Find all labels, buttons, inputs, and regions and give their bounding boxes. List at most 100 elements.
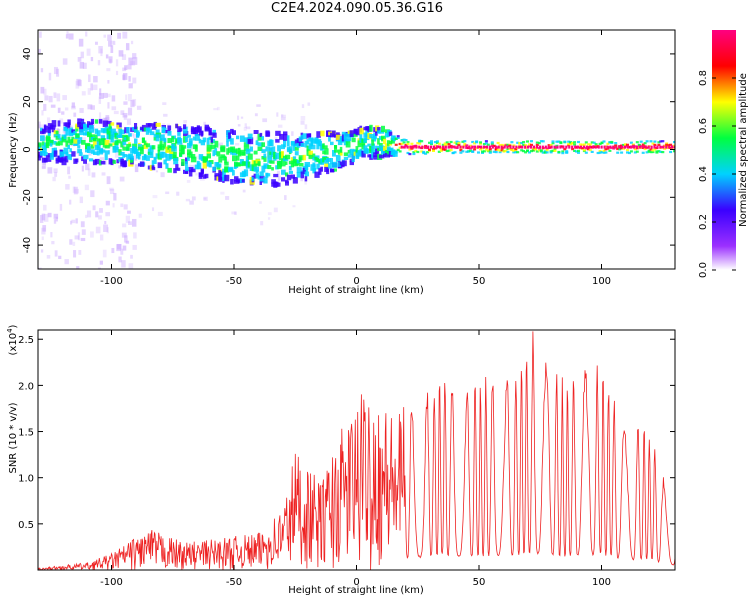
spectrogram-cell: [506, 145, 509, 149]
spectrogram-cell: [541, 151, 545, 154]
spectrogram-cell: [369, 134, 374, 139]
spectrogram-cell: [130, 40, 134, 45]
y-tick-label: 1.5: [18, 428, 34, 439]
x-tick-label: 0: [353, 577, 359, 588]
spectrogram-cell: [255, 169, 259, 174]
spectrogram-cell: [332, 161, 338, 168]
spectrogram-cell: [561, 150, 565, 153]
spectrogram-cell: [285, 181, 289, 186]
spectrogram-cell: [153, 157, 157, 164]
spectrogram-cell: [512, 144, 516, 147]
spectrogram-cell: [259, 132, 263, 137]
spectrogram-cell: [56, 68, 60, 77]
spectrogram-cell: [87, 104, 93, 110]
spectrogram-cell: [185, 136, 189, 143]
spectrogram-cell: [253, 130, 259, 134]
spectrogram-cell: [618, 145, 621, 149]
spectrogram-cell: [92, 84, 98, 91]
spectrogram-cell: [212, 166, 216, 172]
spectrogram-cell: [121, 232, 127, 238]
y-tick-label: 20: [22, 95, 33, 108]
spectrogram-cell: [320, 130, 325, 137]
spectrogram-cell: [216, 162, 220, 166]
spectrogram-cell: [64, 107, 69, 111]
spectrogram-cell: [432, 148, 435, 151]
spectrogram-cell: [42, 225, 47, 232]
spectrogram-cell: [44, 95, 49, 101]
spectrogram-cell: [473, 142, 477, 145]
spectrogram-cell: [113, 110, 119, 115]
spectrogram-cell: [74, 235, 80, 240]
spectrogram-cell: [665, 142, 669, 145]
spectrogram-cell: [254, 113, 258, 117]
spectrogram-cell: [124, 137, 128, 141]
spectrogram-cell: [117, 268, 122, 269]
spectrogram-cell: [450, 145, 453, 149]
spectrogram-cell: [245, 148, 251, 155]
spectrogram-cell: [651, 142, 655, 145]
spectrogram-cell: [176, 191, 180, 196]
spectrogram-cell: [494, 148, 498, 151]
spectrogram-cell: [253, 150, 258, 155]
spectrogram-cell: [349, 161, 354, 166]
spectrogram-cell: [277, 182, 281, 187]
spectrogram-cell: [134, 164, 139, 173]
spectrogram-cell: [194, 144, 198, 152]
spectrogram-cell: [480, 145, 483, 149]
spectrogram-cell: [234, 161, 238, 167]
spectrogram-cell: [208, 162, 212, 168]
spectrogram-cell: [398, 150, 402, 153]
spectrogram-cell: [67, 136, 71, 143]
spectrogram-cell: [667, 144, 671, 147]
spectrogram-cell: [400, 139, 404, 142]
spectrogram-cell: [43, 88, 47, 96]
spectrogram-cell: [155, 129, 160, 134]
spectrogram-cell: [435, 141, 439, 144]
spectrogram-cell: [64, 259, 69, 265]
spectrogram-cell: [631, 143, 635, 146]
spectrogram-cell: [199, 176, 205, 181]
spectrogram-cell: [40, 127, 43, 132]
spectrogram-cell: [514, 149, 518, 152]
spectrogram-cell: [271, 151, 275, 158]
spectrogram-cell: [269, 147, 273, 152]
spectrogram-cell: [212, 132, 217, 138]
spectrogram-cell: [167, 138, 172, 143]
spectrogram-cell: [430, 145, 433, 149]
spectrogram-cell: [559, 141, 563, 145]
spectrogram-cell: [355, 151, 360, 158]
spectrogram-cell: [132, 133, 137, 139]
y-tick-label: 2.0: [18, 381, 34, 392]
spectrogram-cell: [665, 143, 669, 146]
spectrogram-cell: [432, 145, 436, 149]
spectrogram-cell: [175, 164, 179, 171]
spectrogram-cell: [580, 143, 584, 146]
spectrogram-cell: [132, 57, 138, 65]
spectrogram-cell: [575, 150, 578, 153]
spectrogram-cell: [38, 146, 41, 151]
spectrogram-cell: [663, 144, 667, 148]
spectrogram-cell: [67, 119, 71, 126]
spectrogram-cell: [641, 145, 644, 149]
spectrogram-cell: [294, 143, 299, 147]
spectrogram-cell: [237, 115, 240, 120]
spectrogram-cell: [111, 247, 115, 254]
spectrogram-cell: [571, 148, 575, 151]
spectrogram-cell: [496, 141, 500, 145]
spectrogram-cell: [465, 144, 469, 147]
spectrogram-cell: [226, 148, 230, 155]
spectrogram-cell: [183, 136, 187, 143]
spectrogram-cell: [585, 145, 588, 149]
spectrogram-cell: [103, 34, 107, 38]
spectrogram-cell: [162, 102, 167, 105]
spectrogram-cell: [128, 263, 134, 269]
spectrogram-cell: [461, 140, 465, 143]
spectrogram-cell: [106, 176, 111, 185]
spectrogram-cell: [567, 140, 571, 143]
spectrogram-cell: [622, 147, 626, 150]
spectrogram-cell: [577, 149, 580, 152]
x-tick-label: 50: [473, 577, 486, 588]
spectrogram-cell: [206, 153, 211, 159]
spectrogram-cell: [365, 130, 370, 137]
spectrogram-cell: [661, 151, 665, 154]
